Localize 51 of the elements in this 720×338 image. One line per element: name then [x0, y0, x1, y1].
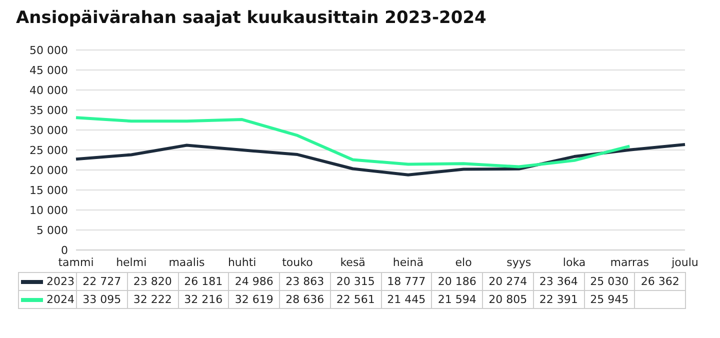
x-tick-label: loka	[562, 256, 586, 269]
chart-title: Ansiopäivärahan saajat kuukausittain 2023-2024	[16, 8, 488, 28]
x-tick-label: tammi	[58, 256, 94, 269]
x-tick-label: helmi	[116, 256, 147, 269]
x-tick-label: maalis	[168, 256, 206, 269]
x-tick-label: elo	[455, 256, 472, 269]
data-label: 23 863	[279, 272, 330, 290]
data-label: 24 986	[228, 272, 279, 290]
data-label: 32 222	[126, 290, 178, 308]
x-tick-label: joulu	[670, 256, 698, 269]
legend-label: 2023	[46, 275, 74, 288]
x-tick-label: touko	[282, 256, 314, 269]
x-tick-label: marras	[610, 256, 650, 269]
data-label: 23 364	[532, 272, 584, 290]
y-tick-label: 0	[61, 244, 68, 257]
x-tick-label: huhti	[228, 256, 256, 269]
line-series	[74, 143, 686, 176]
data-label: 20 274	[482, 272, 533, 290]
data-label: 21 445	[380, 290, 432, 308]
data-label: 20 186	[431, 272, 482, 290]
y-tick-label: 10 000	[30, 204, 68, 217]
data-label: 22 727	[76, 272, 127, 290]
x-tick-label: kesä	[340, 256, 366, 269]
data-label: 20 315	[330, 272, 380, 290]
legend-label: 2024	[46, 293, 74, 306]
data-label: 21 594	[431, 290, 482, 308]
data-label: 32 216	[178, 290, 228, 308]
y-tick-label: 35 000	[30, 104, 68, 117]
data-label: 18 777	[380, 272, 432, 290]
data-label: 26 181	[178, 272, 228, 290]
y-tick-label: 40 000	[30, 84, 68, 97]
y-tick-label: 25 000	[30, 144, 68, 157]
data-label: 32 619	[228, 290, 279, 308]
data-label: 22 391	[532, 290, 584, 308]
y-tick-label: 50 000	[30, 44, 68, 57]
data-label: 28 636	[279, 290, 330, 308]
data-label: 20 805	[482, 290, 533, 308]
data-label: 25 030	[584, 272, 634, 290]
data-label: 33 095	[76, 290, 127, 308]
data-label: 25 945	[584, 290, 634, 308]
data-label: 23 820	[126, 272, 178, 290]
data-label: 22 561	[330, 290, 380, 308]
x-tick-label: heinä	[392, 256, 424, 269]
line-series	[74, 116, 632, 168]
data-label: 26 362	[634, 272, 685, 290]
y-tick-label: 30 000	[30, 124, 68, 137]
y-tick-label: 5 000	[36, 224, 68, 237]
y-tick-label: 15 000	[30, 184, 68, 197]
y-tick-label: 20 000	[30, 164, 68, 177]
x-tick-label: syys	[506, 256, 532, 269]
y-tick-label: 45 000	[30, 64, 68, 77]
